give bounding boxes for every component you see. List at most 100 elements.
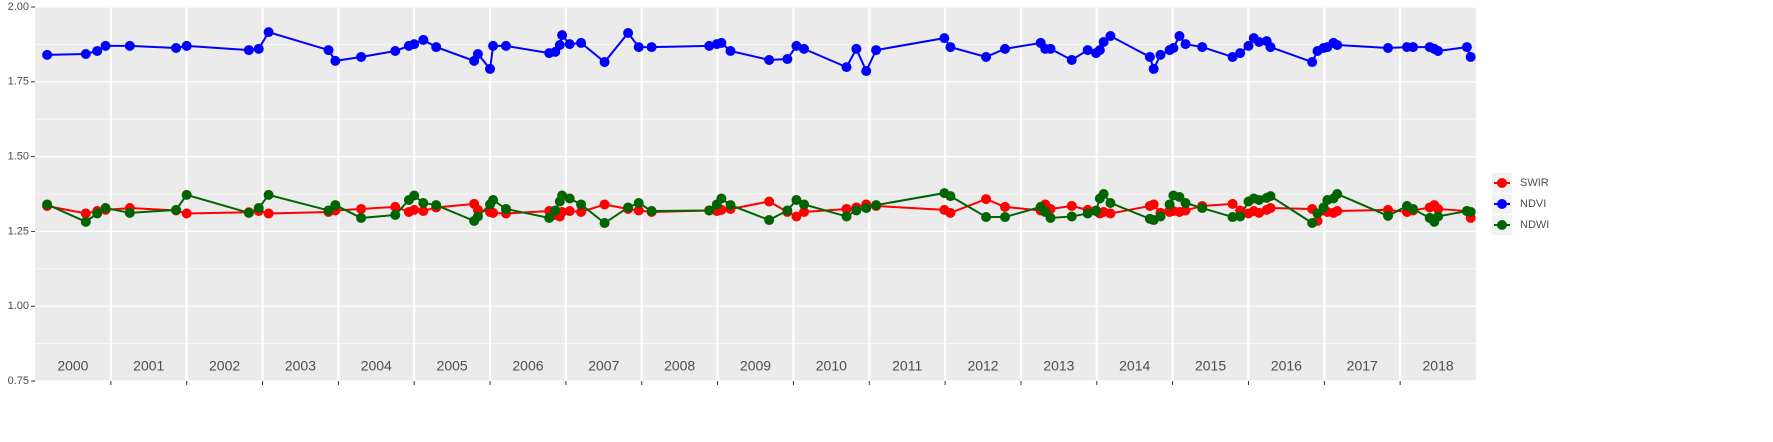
data-point xyxy=(945,207,956,218)
data-point xyxy=(1254,194,1265,205)
data-point xyxy=(1197,203,1208,214)
x-tick-label: 2011 xyxy=(892,358,922,374)
data-point xyxy=(564,206,575,217)
data-point xyxy=(554,39,565,50)
data-point xyxy=(263,27,274,38)
data-point xyxy=(1045,212,1056,223)
data-point xyxy=(861,203,872,214)
data-point xyxy=(488,207,499,218)
data-point xyxy=(1433,211,1444,222)
data-point xyxy=(1098,37,1109,48)
y-tick-label: 1.25 xyxy=(8,225,29,237)
legend-point xyxy=(1497,178,1507,188)
data-point xyxy=(80,216,91,227)
data-point xyxy=(1098,189,1109,199)
data-point xyxy=(1383,210,1394,221)
data-point xyxy=(1383,42,1394,53)
data-point xyxy=(1307,57,1318,68)
data-point xyxy=(782,205,793,216)
data-point xyxy=(418,197,429,208)
data-point xyxy=(1000,201,1011,212)
data-point xyxy=(945,191,956,202)
data-point xyxy=(764,196,775,207)
x-tick-label: 2004 xyxy=(361,358,392,374)
data-point xyxy=(390,201,401,212)
data-point xyxy=(791,194,802,205)
data-point xyxy=(488,40,499,51)
data-point xyxy=(716,37,727,48)
data-point xyxy=(1105,31,1116,42)
data-point xyxy=(1265,42,1276,53)
data-point xyxy=(409,190,420,201)
data-point xyxy=(646,42,657,53)
data-point xyxy=(633,197,644,208)
data-point xyxy=(1180,205,1191,216)
data-point xyxy=(472,48,483,59)
data-point xyxy=(576,37,587,48)
data-point xyxy=(1243,40,1254,51)
data-point xyxy=(330,55,341,66)
x-tick-label: 2009 xyxy=(740,358,771,374)
data-point xyxy=(725,200,736,211)
data-point xyxy=(1066,211,1077,222)
data-point xyxy=(500,203,511,214)
data-point xyxy=(716,193,727,204)
data-point xyxy=(564,39,575,50)
data-point xyxy=(1227,51,1238,62)
data-point xyxy=(791,211,802,222)
data-point xyxy=(1235,48,1246,59)
data-point xyxy=(981,212,992,223)
data-point xyxy=(323,205,334,216)
data-point xyxy=(871,45,882,56)
data-point xyxy=(841,211,852,222)
data-point xyxy=(418,34,429,45)
x-tick-label: 2014 xyxy=(1119,358,1150,374)
legend-label: NDWI xyxy=(1520,219,1549,231)
data-point xyxy=(100,203,111,214)
data-point xyxy=(124,40,135,51)
data-point xyxy=(263,208,274,219)
legend-point xyxy=(1497,199,1507,209)
data-point xyxy=(1227,212,1238,223)
data-point xyxy=(851,205,862,216)
data-point xyxy=(409,204,420,215)
data-point xyxy=(1082,208,1093,219)
legend: SWIR NDVI NDWI xyxy=(1492,173,1549,235)
data-point xyxy=(356,51,367,62)
data-point xyxy=(557,30,568,41)
data-point xyxy=(1180,197,1191,208)
data-point xyxy=(356,212,367,223)
data-point xyxy=(1164,199,1175,210)
data-point xyxy=(1045,43,1056,54)
data-point xyxy=(1105,208,1116,219)
data-point xyxy=(1168,42,1179,53)
x-tick-label: 2000 xyxy=(57,358,88,374)
data-point xyxy=(1235,211,1246,222)
x-tick-label: 2013 xyxy=(1043,358,1074,374)
data-point xyxy=(181,208,192,219)
data-point xyxy=(1180,39,1191,50)
data-point xyxy=(1174,31,1185,42)
data-point xyxy=(100,40,111,51)
x-tick-label: 2006 xyxy=(512,358,543,374)
data-point xyxy=(1318,202,1329,213)
x-tick-label: 2002 xyxy=(209,358,240,374)
x-tick-label: 2015 xyxy=(1195,358,1226,374)
data-point xyxy=(1332,206,1343,217)
data-point xyxy=(791,40,802,51)
data-point xyxy=(1408,203,1419,214)
data-point xyxy=(544,212,555,223)
data-point xyxy=(488,194,499,205)
data-point xyxy=(42,49,53,60)
data-point xyxy=(171,204,182,215)
data-point xyxy=(1000,43,1011,54)
data-point xyxy=(782,54,793,65)
data-point xyxy=(171,42,182,53)
data-point xyxy=(1465,51,1476,62)
data-point xyxy=(564,193,575,204)
data-point xyxy=(939,33,950,44)
data-point xyxy=(841,62,852,73)
data-point xyxy=(390,45,401,56)
y-tick-label: 1.50 xyxy=(8,151,29,163)
x-tick-label: 2001 xyxy=(133,358,164,374)
